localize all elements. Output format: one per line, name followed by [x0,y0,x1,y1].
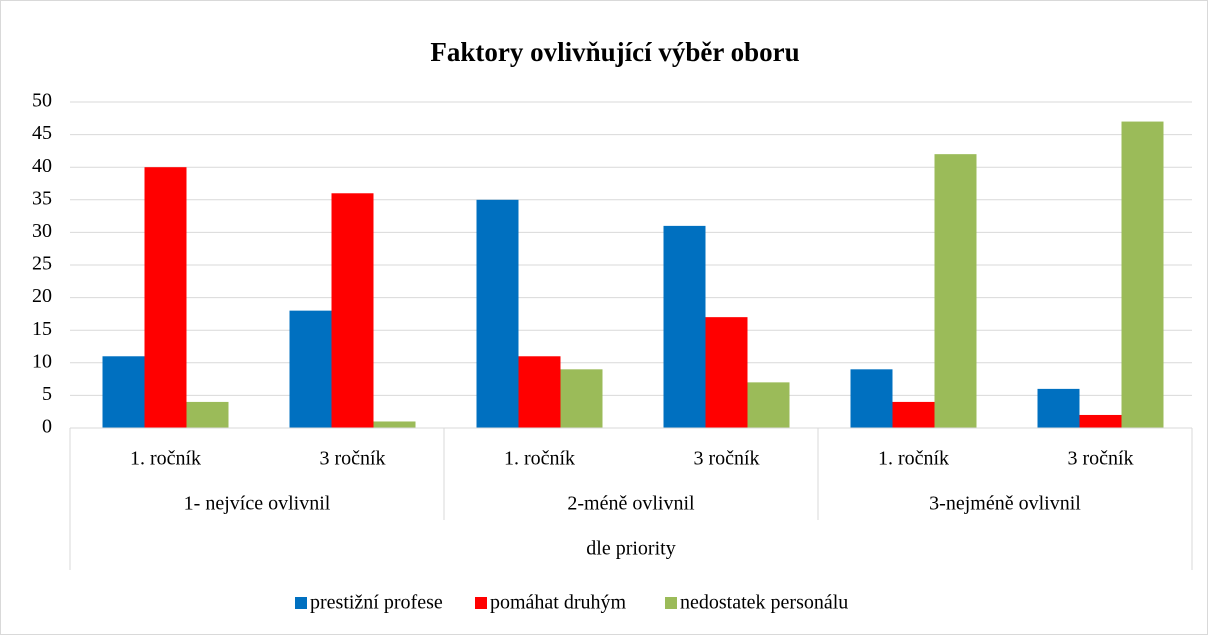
group-label: 3-nejméně ovlivnil [929,493,1081,515]
bar [1079,414,1122,428]
bar [560,369,603,428]
x-axis-label: dle priority [586,538,675,560]
y-tick-label: 5 [42,383,52,405]
bar [934,154,977,428]
bar [144,167,187,428]
legend-label: nedostatek personálu [680,592,848,614]
bar [289,310,332,428]
bar [663,225,706,428]
x-tick-label: 3 ročník [319,448,385,470]
bar [373,421,416,428]
bar [102,356,145,428]
bar [518,356,561,428]
y-tick-label: 50 [32,90,52,112]
legend-swatch [475,597,487,609]
y-tick-label: 20 [32,285,52,307]
x-tick-label: 1. ročník [504,448,575,470]
bar [186,401,229,428]
x-tick-label: 1. ročník [878,448,949,470]
bar [850,369,893,428]
group-label: 1- nejvíce ovlivnil [184,493,331,515]
legend-label: prestižní profese [310,592,443,614]
bar [476,199,519,428]
y-tick-label: 0 [42,416,52,438]
bar [1121,121,1164,428]
y-tick-label: 45 [32,122,52,144]
chart-title: Faktory ovlivňující výběr oboru [430,37,799,67]
y-tick-label: 40 [32,155,52,177]
bar [1037,388,1080,428]
bar [892,401,935,428]
legend-swatch [295,597,307,609]
y-tick-label: 15 [32,318,52,340]
bar [331,193,374,428]
x-tick-label: 3 ročník [1067,448,1133,470]
bar [705,317,748,428]
y-tick-label: 25 [32,253,52,275]
x-tick-label: 3 ročník [693,448,759,470]
legend-swatch [665,597,677,609]
y-tick-label: 30 [32,220,52,242]
legend-label: pomáhat druhým [490,592,627,614]
y-tick-label: 35 [32,187,52,209]
bar [747,382,790,428]
y-tick-label: 10 [32,350,52,372]
x-tick-label: 1. ročník [130,448,201,470]
group-label: 2-méně ovlivnil [567,493,695,515]
